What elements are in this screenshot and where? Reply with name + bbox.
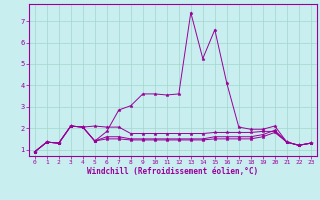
X-axis label: Windchill (Refroidissement éolien,°C): Windchill (Refroidissement éolien,°C) [87,167,258,176]
